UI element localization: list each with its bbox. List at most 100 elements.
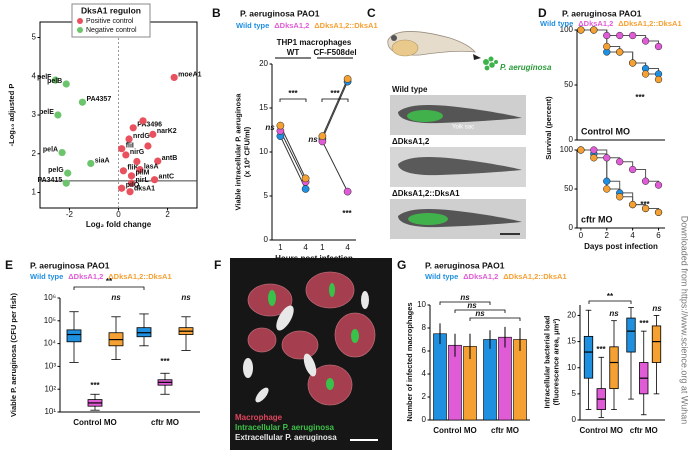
group-label: cftr MO [491, 426, 519, 435]
point [122, 151, 130, 159]
box [651, 325, 662, 363]
panel-sublabel: Control MO [581, 126, 630, 136]
legend-entry: Wild type [540, 19, 573, 28]
legend-entry: ΔDksA1,2 [463, 272, 498, 281]
point-label: PA3496 [137, 122, 162, 129]
x-tick-label: 4 [630, 231, 635, 240]
y-axis-label: Number of infected macrophages [405, 302, 414, 421]
annotation: *** [288, 89, 298, 98]
chart-title: P. aeruginosa PAO1 [562, 8, 642, 18]
render-image [230, 258, 392, 450]
point [628, 59, 637, 67]
x-tick-label: 0 [579, 231, 584, 240]
point [118, 145, 126, 153]
y-tick-label: 20 [259, 59, 268, 68]
y-axis-label: (x 10³ CFU/ml) [242, 126, 251, 177]
point-label: pilM [136, 170, 150, 177]
box [626, 317, 636, 353]
y-tick-label: 0 [569, 223, 574, 232]
legend-entry: ΔDksA1,2::DksA1 [314, 21, 377, 30]
pathogen-label: P. aeruginosa [500, 63, 552, 72]
point-label: pelF [37, 74, 52, 81]
point-label: pelA [43, 146, 58, 153]
bar [513, 339, 527, 421]
point [127, 179, 136, 187]
legend-entry: Wild type [425, 272, 458, 281]
point [590, 26, 598, 34]
point [150, 176, 159, 184]
chart-title: P. aeruginosa PAO1 [240, 8, 320, 18]
fish-infection [407, 110, 443, 122]
x-axis-label: Days post infection [584, 242, 658, 251]
chart-title: P. aeruginosa PAO1 [30, 260, 110, 270]
annotation: ns [652, 304, 662, 313]
point [654, 181, 663, 189]
annotation: ns [308, 135, 318, 144]
point [301, 185, 310, 193]
annotation: *** [596, 345, 606, 354]
legend-marker [77, 27, 83, 33]
point [590, 154, 598, 162]
row-label: ΔDksA1,2::DksA1 [392, 189, 460, 198]
point-label: fliK [127, 165, 138, 172]
x-axis-label: Log₂ fold change [86, 220, 152, 229]
point [628, 31, 637, 40]
legend-box [71, 3, 151, 38]
point [343, 75, 352, 83]
point [118, 184, 126, 192]
x-tick-label: 2 [605, 231, 610, 240]
legend-entry: Positive control [86, 18, 134, 25]
point [603, 42, 611, 51]
legend-entry: ΔDksA1,2::DksA1 [618, 19, 681, 28]
row-label: Wild type [392, 85, 428, 94]
connector [279, 135, 307, 190]
y-tick-label: 50 [564, 184, 573, 193]
point-label: PA3415 [37, 177, 62, 184]
x-tick-label: 0 [116, 210, 121, 219]
y-axis-label: -Log₁₀ adjusted P [7, 84, 16, 147]
y-tick-label: 10¹ [44, 407, 56, 416]
bar [483, 339, 497, 421]
y-axis-label: Viable intracellular P. aeruginosa [233, 93, 242, 211]
y-tick-label: 15 [259, 103, 268, 112]
point [276, 121, 285, 130]
point-label: siaA [95, 157, 110, 164]
point [641, 204, 650, 213]
x-axis-label: Hours post infection [275, 254, 353, 263]
point-label: PA4357 [86, 96, 111, 103]
y-axis-label: Intracellular bacterial load [542, 315, 551, 408]
point-label: narK2 [157, 128, 177, 135]
point [654, 208, 663, 217]
legend-entry: ΔDksA1,2 [274, 21, 309, 30]
x-tick-label: 4 [303, 243, 308, 252]
point-label: antB [162, 155, 178, 162]
significance-bracket [588, 300, 632, 304]
point [119, 167, 128, 175]
annotation: ns [609, 309, 619, 318]
fish-infection [408, 213, 448, 225]
point-label: antC [159, 174, 175, 181]
box [66, 329, 82, 343]
point [641, 177, 650, 185]
y-tick-label: 0 [264, 235, 269, 244]
annotation: *** [90, 381, 100, 390]
group-label: Control MO [579, 426, 623, 435]
connector [321, 78, 349, 137]
point [654, 75, 663, 84]
point-label: dksA1 [134, 186, 155, 193]
panel-letter: G [397, 258, 406, 272]
point-label: nirG [130, 149, 145, 156]
x-tick-label: 1 [320, 243, 325, 252]
point [51, 76, 60, 84]
legend-entry: ΔDksA1,2::DksA1 [503, 272, 566, 281]
y-tick-label: 0 [572, 415, 577, 424]
bar [433, 333, 447, 421]
x-tick-label: 1 [278, 243, 283, 252]
point [628, 200, 637, 209]
point [301, 174, 310, 183]
point [62, 179, 70, 187]
y-tick-label: 10⁶ [44, 293, 56, 302]
annotation: *** [342, 209, 352, 218]
annotation: *** [635, 93, 645, 102]
y-axis-label: Viable P. aeruginosa (CFU per fish) [9, 293, 18, 417]
